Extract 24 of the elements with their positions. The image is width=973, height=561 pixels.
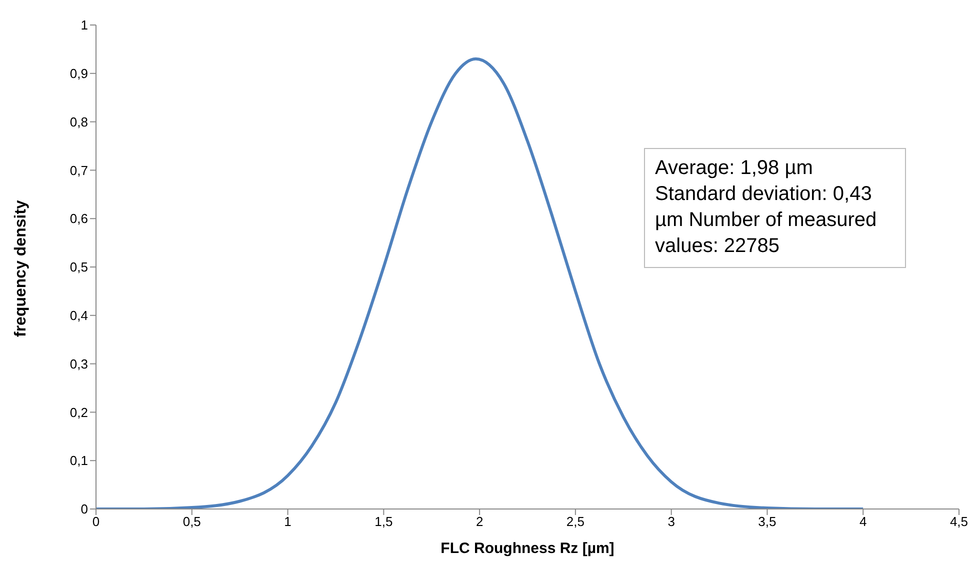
x-tick-label: 2,5 [566,514,584,530]
y-tick-label: 0,6 [70,211,88,226]
y-tick-label: 0,1 [70,453,88,468]
y-tick-label: 0,7 [70,162,88,178]
x-tick-label: 4 [859,514,867,530]
x-tick-label: 2 [476,514,484,530]
x-axis-title: FLC Roughness Rz [µm] [440,540,614,557]
annotation: Average: 1,98 µm Standard deviation: 0,43 µm Number of measured values: 22785 [644,148,906,268]
x-tick-label: 3 [668,514,675,530]
x-tick-label: 1 [284,514,292,530]
y-tick-label: 0,3 [70,356,88,372]
x-tick-label: 4,5 [950,514,968,530]
y-tick-label: 0,5 [70,260,88,275]
x-tick-label: 0,5 [182,514,201,530]
y-tick-label: 0,2 [70,404,88,420]
y-tick-label: 1 [80,18,88,33]
x-tick-label: 0 [92,514,100,530]
y-axis-title: frequency density [12,200,30,337]
x-tick-label: 1,5 [374,514,393,530]
y-tick-label: 0,4 [70,308,88,324]
y-tick-label: 0,8 [70,114,88,130]
y-tick-label: 0 [80,502,88,517]
y-tick-label: 0,9 [70,66,88,82]
x-tick-label: 3,5 [758,514,776,530]
